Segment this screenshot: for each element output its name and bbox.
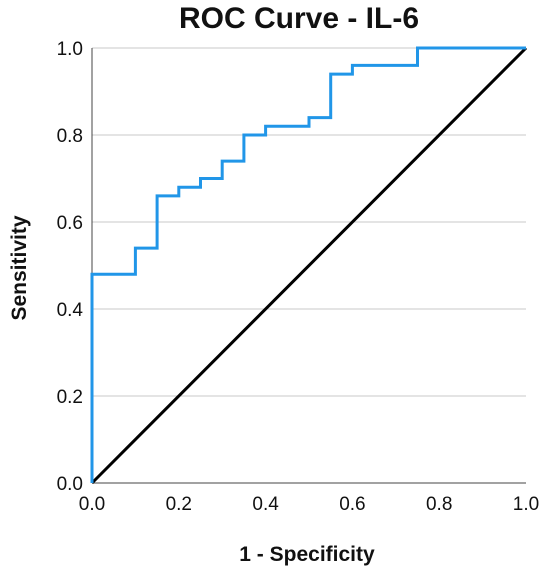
y-tick-label: 0.4: [57, 300, 84, 321]
chart-title: ROC Curve - IL-6: [179, 2, 419, 35]
x-tick-label: 0.4: [252, 494, 279, 515]
x-axis-label: 1 - Specificity: [239, 543, 375, 566]
y-tick-label: 0.8: [57, 126, 83, 147]
y-axis-label: Sensitivity: [8, 215, 31, 320]
x-tick-label: 0.2: [166, 494, 192, 515]
y-tick-label: 1.0: [57, 39, 83, 60]
x-tick-label: 0.8: [426, 494, 452, 515]
y-tick-label: 0.0: [57, 474, 83, 495]
y-tick-label: 0.6: [57, 213, 83, 234]
x-tick-label: 0.6: [339, 494, 365, 515]
series-layer: [90, 46, 528, 485]
tick-labels: 0.0 0.2 0.4 0.6 0.8 1.0 0.0 0.2 0.4 0.6 0.8 1.0: [57, 39, 540, 515]
y-tick-label: 0.2: [57, 387, 83, 408]
gridlines: [92, 47, 526, 397]
reference-diagonal-line: [90, 46, 528, 485]
roc-curve-line: [90, 46, 526, 483]
x-tick-label: 1.0: [513, 494, 539, 515]
x-tick-label: 0.0: [79, 494, 105, 515]
